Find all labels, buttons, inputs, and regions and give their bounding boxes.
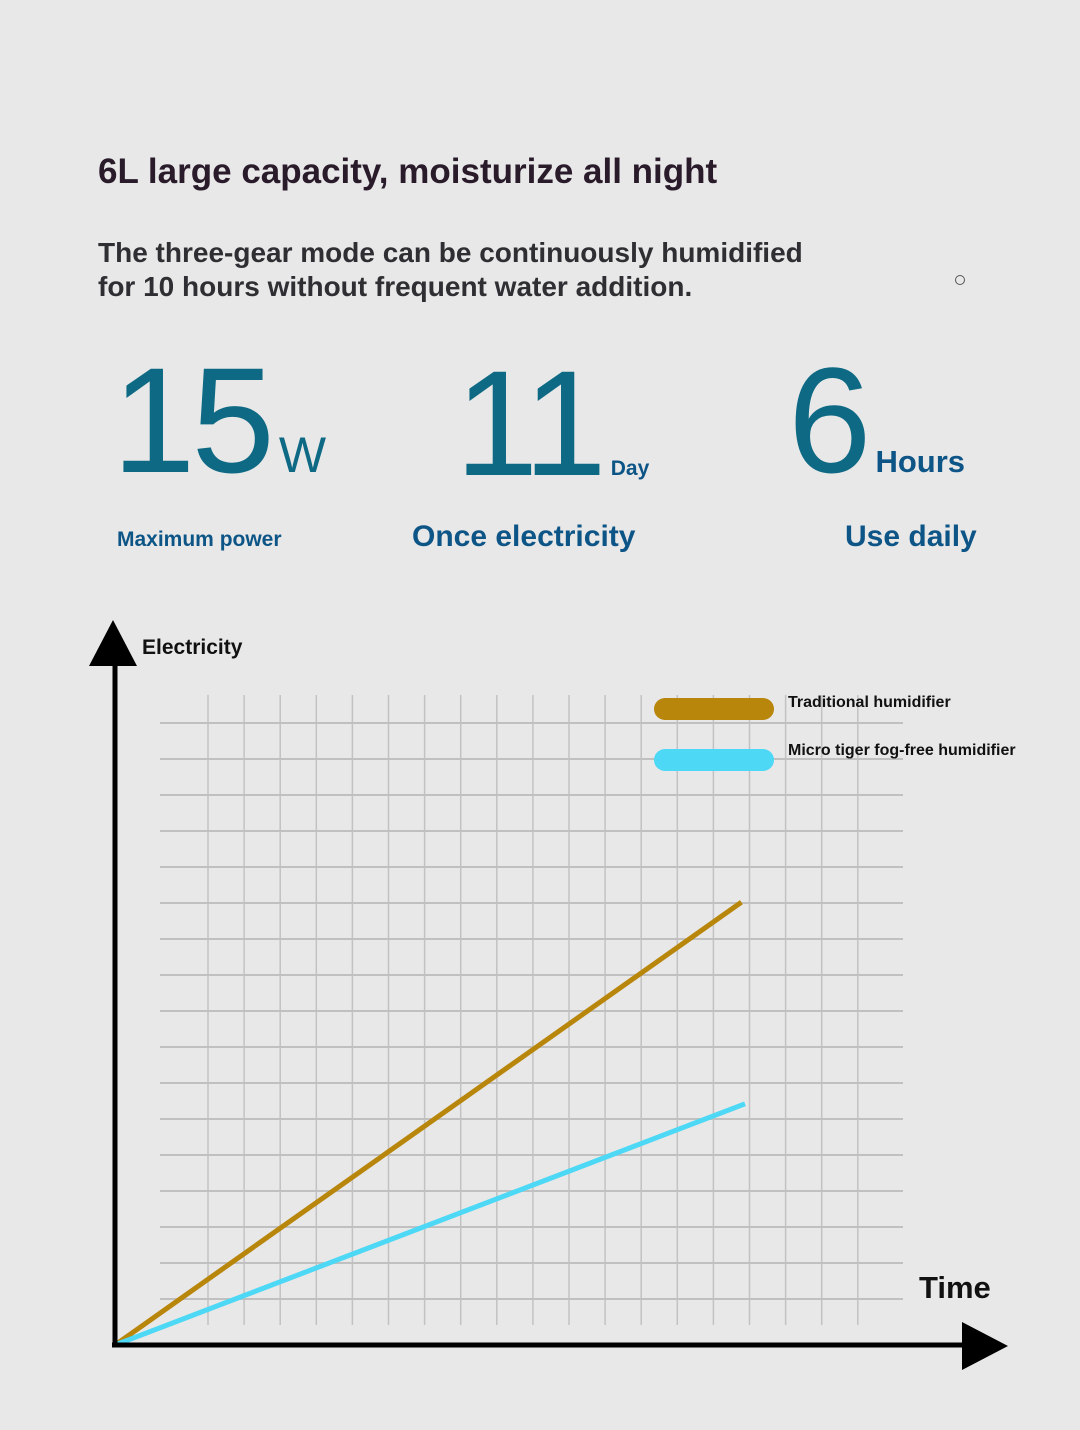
stat-days: 11 Day — [455, 348, 649, 498]
series-line-traditional — [113, 900, 743, 1348]
stat-hours: 6 Hours — [788, 345, 965, 495]
stat-power: 15 W — [112, 345, 326, 495]
legend-label-traditional: Traditional humidifier — [788, 694, 951, 711]
page-subtitle: The three-gear mode can be continuously … — [98, 236, 803, 304]
page-title: 6L large capacity, moisturize all night — [98, 152, 718, 191]
legend-label-micro: Micro tiger fog-free humidifier — [788, 742, 1016, 759]
stat-hours-unit: Hours — [875, 444, 966, 479]
stat-power-label: Maximum power — [117, 528, 282, 551]
legend-swatch-traditional — [654, 698, 774, 720]
stat-hours-label: Use daily — [845, 520, 977, 553]
circle-dot-icon — [955, 275, 965, 285]
chart-grid — [160, 695, 903, 1325]
stat-hours-value: 6 — [788, 336, 871, 504]
x-axis-label: Time — [919, 1270, 991, 1305]
legend-swatch-micro — [654, 749, 774, 771]
stat-power-unit: W — [278, 427, 327, 483]
series-line-micro — [114, 1101, 746, 1348]
stat-days-value: 11 — [455, 339, 607, 507]
y-axis-label: Electricity — [142, 636, 243, 659]
subtitle-line-1: The three-gear mode can be continuously … — [98, 237, 803, 268]
stat-power-value: 15 — [112, 336, 275, 504]
x-axis-arrow-icon — [962, 1322, 1008, 1370]
y-axis-arrow-icon — [89, 620, 137, 666]
stat-days-label: Once electricity — [412, 520, 636, 553]
subtitle-line-2: for 10 hours without frequent water addi… — [98, 271, 693, 302]
stat-days-unit: Day — [610, 457, 650, 480]
